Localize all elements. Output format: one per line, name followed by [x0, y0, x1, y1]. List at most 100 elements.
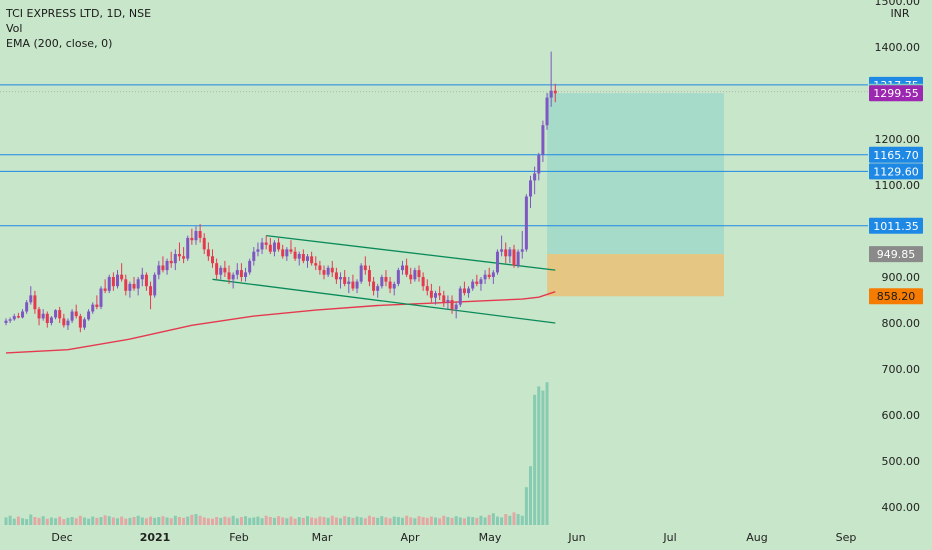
- volume-bar: [380, 516, 384, 525]
- volume-bar: [467, 516, 471, 525]
- candle-body: [91, 304, 95, 312]
- volume-bar: [376, 517, 380, 525]
- candle-body: [537, 155, 541, 174]
- candle-body: [487, 274, 491, 277]
- volume-indicator-label[interactable]: Vol: [6, 22, 23, 35]
- candle-body: [392, 283, 396, 289]
- trend-lines[interactable]: [212, 234, 556, 324]
- volume-bar: [334, 517, 338, 525]
- candle-body: [182, 256, 186, 259]
- volume-bar: [347, 517, 351, 525]
- symbol-title[interactable]: TCI EXPRESS LTD, 1D, NSE: [6, 7, 152, 20]
- volume-bar: [529, 466, 533, 525]
- volume-bar: [8, 515, 12, 525]
- volume-bar: [446, 517, 450, 525]
- y-tick-label: 900.00: [882, 271, 921, 284]
- candle-body: [116, 274, 120, 287]
- candle-body: [140, 274, 144, 280]
- candle-body: [400, 265, 404, 271]
- candle-body: [111, 277, 115, 287]
- volume-bar: [186, 516, 190, 525]
- volume-bar: [202, 517, 206, 525]
- price-badge: [869, 146, 923, 163]
- candle-body: [405, 265, 409, 275]
- volume-bar: [82, 517, 86, 525]
- candle-body: [483, 274, 487, 280]
- volume-bar: [293, 518, 297, 525]
- candle-body: [376, 286, 380, 291]
- candle-body: [62, 318, 66, 326]
- candle-body: [508, 249, 512, 257]
- volume-bar: [388, 518, 392, 525]
- y-tick-label: 1500.00: [875, 0, 921, 8]
- candle-body: [363, 265, 367, 271]
- x-tick-label: Jul: [662, 531, 676, 544]
- y-tick-label: 500.00: [882, 455, 921, 468]
- x-tick-label: May: [479, 531, 502, 544]
- candle-body: [227, 272, 231, 280]
- candle-body: [45, 313, 49, 323]
- volume-bar: [516, 514, 520, 525]
- trend-line: [266, 234, 556, 271]
- candlesticks[interactable]: [4, 51, 557, 333]
- price-level-lines[interactable]: [0, 84, 868, 227]
- candle-body: [396, 270, 400, 284]
- volume-bar: [120, 516, 124, 525]
- candle-body: [169, 260, 173, 264]
- candle-body: [372, 281, 376, 291]
- volume-bar: [487, 514, 491, 525]
- volume-bar: [310, 517, 314, 525]
- candle-body: [367, 270, 371, 282]
- volume-bar: [144, 518, 148, 525]
- candle-body: [144, 274, 148, 287]
- volume-bar: [359, 517, 363, 525]
- x-tick-label: Jun: [567, 531, 585, 544]
- volume-bar: [471, 517, 475, 525]
- candle-body: [305, 256, 309, 261]
- x-tick-label: Feb: [229, 531, 248, 544]
- candle-body: [504, 249, 508, 257]
- volume-bar: [70, 517, 74, 525]
- candle-body: [334, 272, 338, 280]
- volume-bar: [524, 487, 528, 525]
- price-badge-label: 1011.35: [873, 220, 919, 233]
- candle-body: [272, 242, 276, 252]
- volume-bar: [483, 517, 487, 525]
- candle-body: [49, 317, 53, 323]
- trend-line: [212, 278, 556, 324]
- volume-bar: [99, 517, 103, 525]
- volume-bar: [161, 516, 165, 525]
- y-tick-label: 400.00: [882, 501, 921, 514]
- volume-bar: [479, 515, 483, 525]
- candle-body: [339, 277, 343, 280]
- candle-body: [289, 249, 293, 252]
- ema-indicator-label[interactable]: EMA (200, close, 0): [6, 37, 113, 50]
- volume-bar: [458, 517, 462, 525]
- volume-bar: [231, 515, 235, 525]
- candle-body: [107, 277, 111, 291]
- candle-body: [326, 267, 330, 275]
- candle-body: [103, 288, 107, 291]
- candle-body: [495, 251, 499, 273]
- volume-bar: [219, 517, 223, 525]
- candle-body: [206, 249, 210, 257]
- candle-body: [29, 295, 33, 303]
- candle-body: [347, 281, 351, 284]
- volume-bar: [215, 517, 219, 525]
- volume-bar: [450, 517, 454, 525]
- y-tick-label: 700.00: [882, 363, 921, 376]
- candle-body: [516, 251, 520, 266]
- volume-bar: [78, 515, 82, 525]
- volume-bar: [33, 517, 37, 525]
- volume-bar: [54, 518, 58, 525]
- volume-bar: [173, 515, 177, 525]
- candle-body: [256, 249, 260, 252]
- price-badge-label: 1129.60: [873, 165, 919, 178]
- price-badge: [869, 163, 923, 180]
- volume-bar: [124, 518, 128, 525]
- candle-body: [500, 249, 504, 252]
- candle-body: [136, 279, 140, 289]
- candle-body: [322, 270, 326, 275]
- volume-bar: [268, 517, 272, 525]
